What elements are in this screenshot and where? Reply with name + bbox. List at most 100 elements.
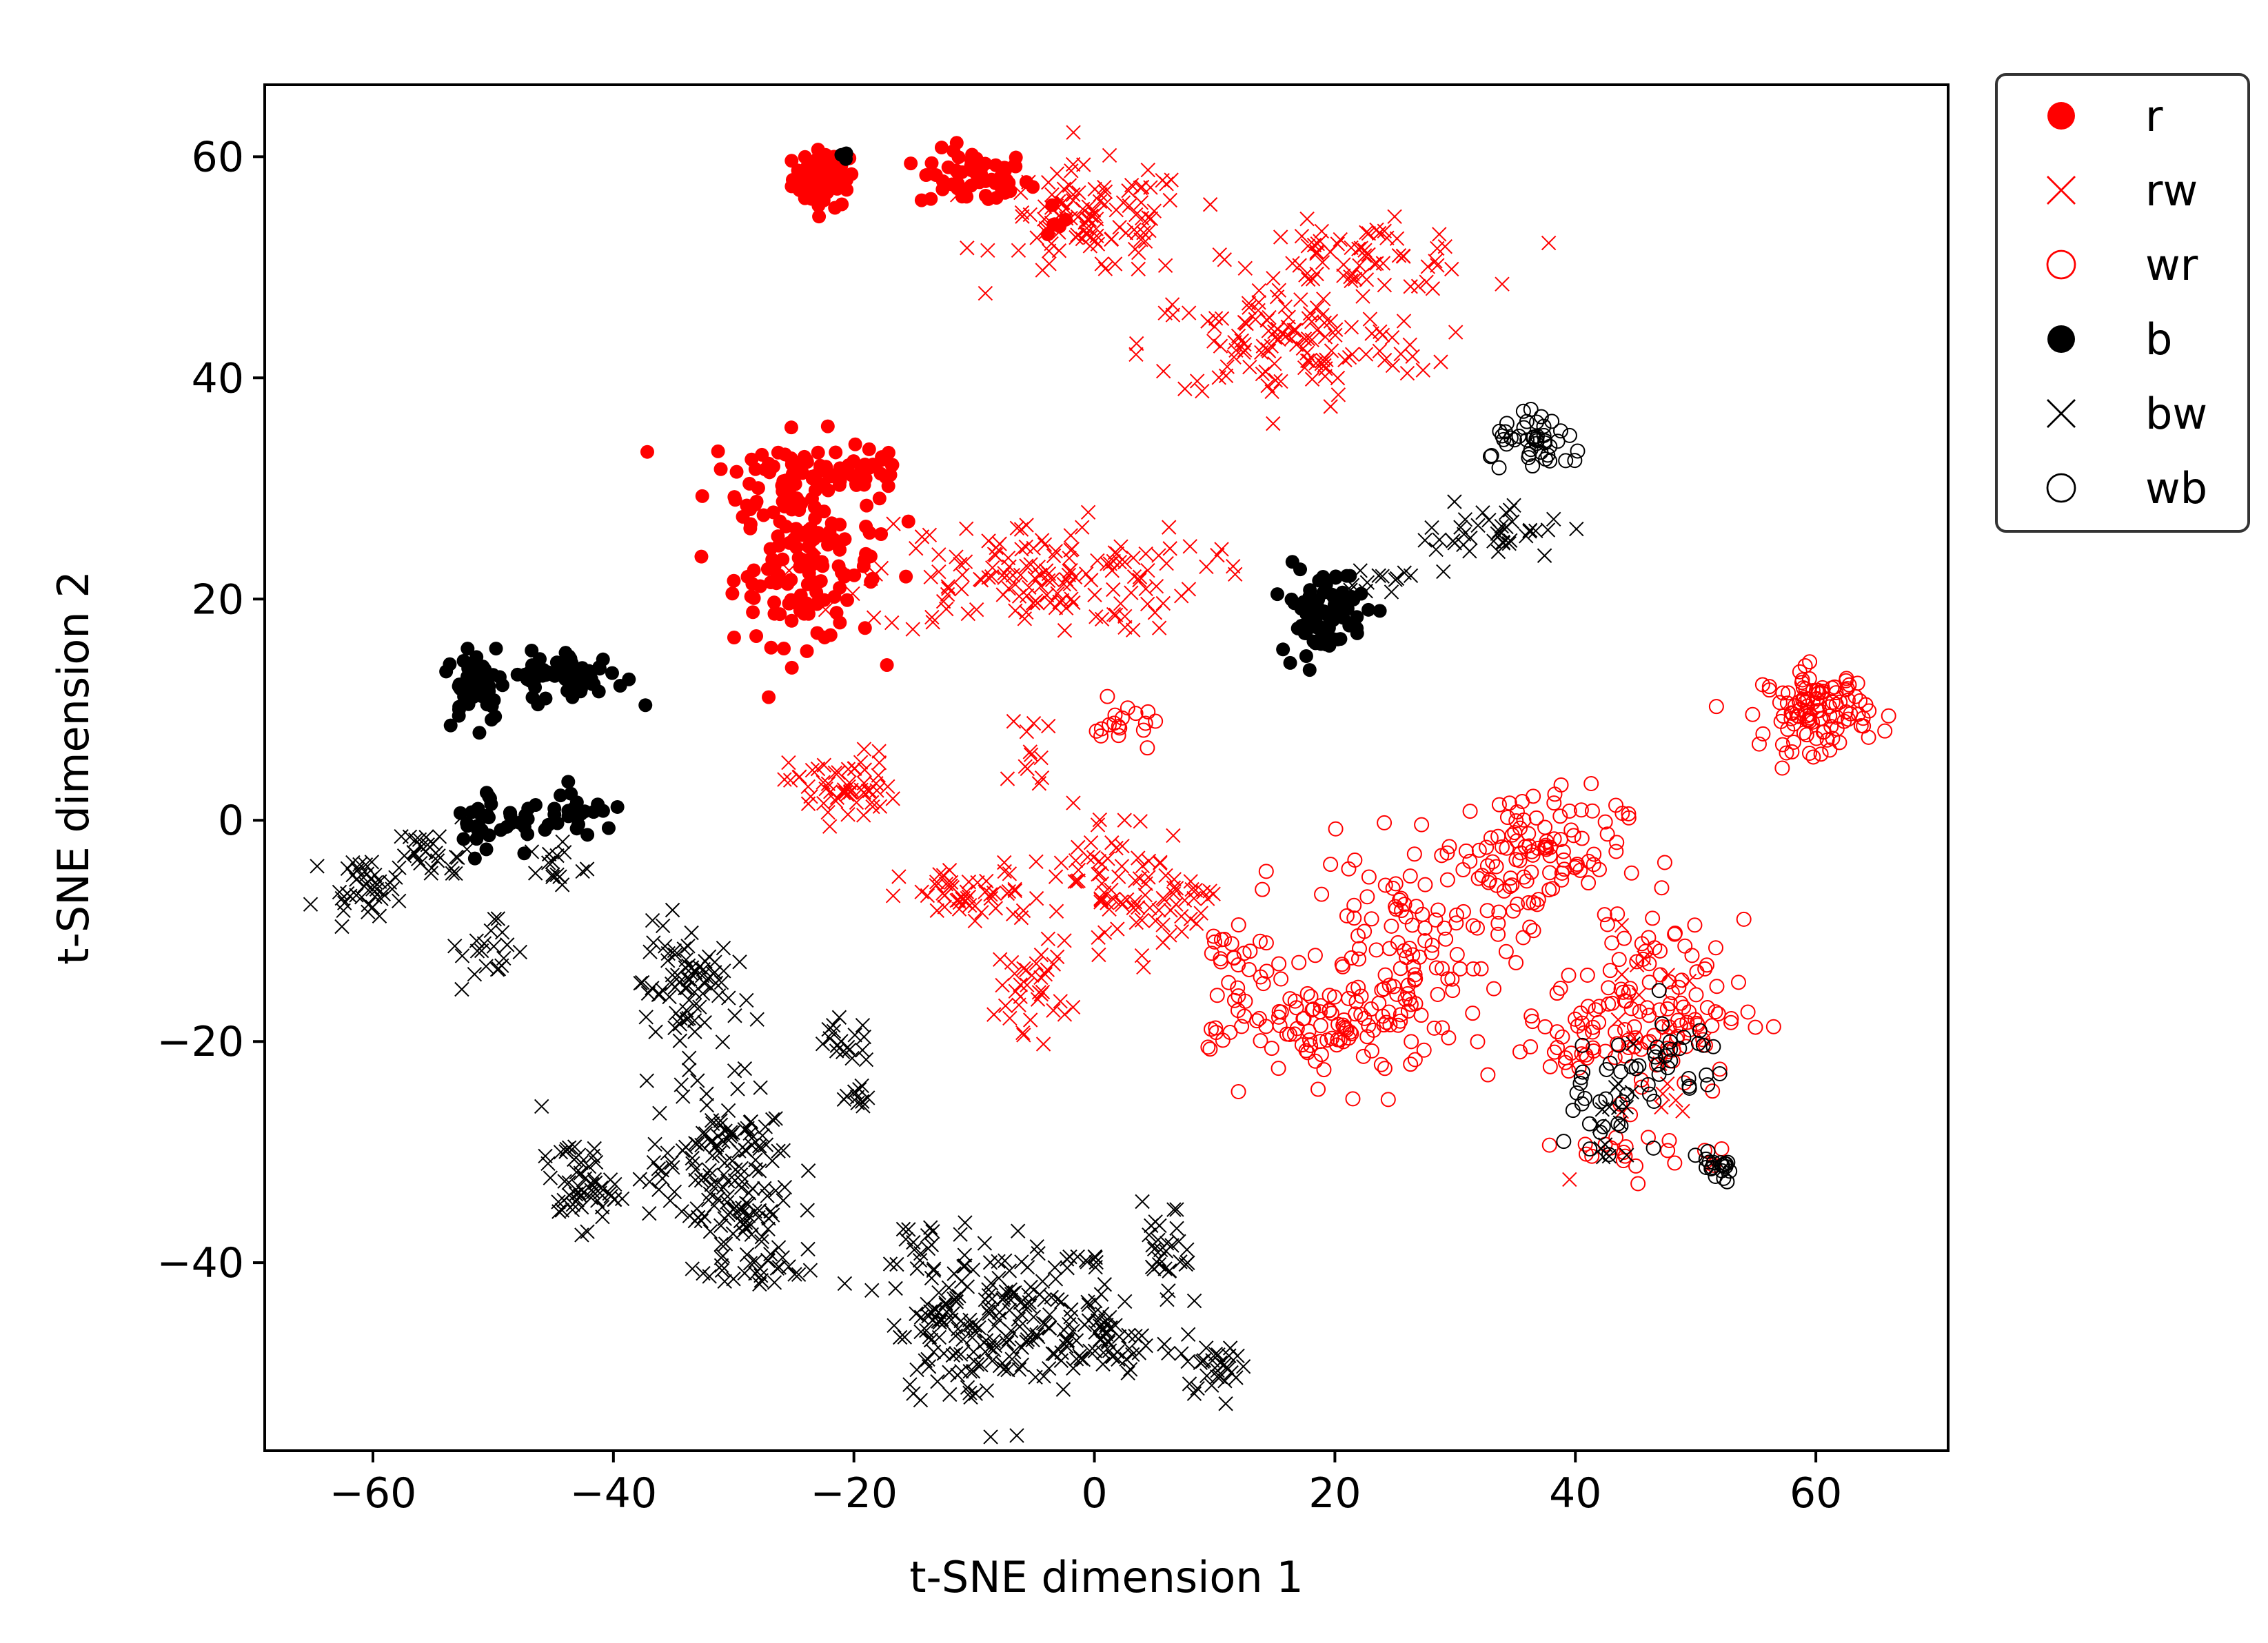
data-point <box>953 1347 969 1362</box>
data-point <box>1328 327 1343 343</box>
data-point <box>840 807 855 822</box>
data-point <box>1396 314 1412 329</box>
data-point <box>1712 1061 1728 1077</box>
y-tick-label: 20 <box>192 575 244 624</box>
data-point <box>1654 880 1670 896</box>
data-point <box>587 1141 602 1156</box>
data-point <box>1537 548 1552 563</box>
data-point <box>951 892 966 908</box>
data-point <box>385 881 400 897</box>
data-point <box>1384 584 1399 600</box>
data-point <box>936 1316 951 1331</box>
data-point <box>1473 961 1489 977</box>
data-point <box>1540 522 1556 538</box>
data-point <box>554 877 570 892</box>
data-point <box>1377 223 1392 238</box>
data-point <box>1108 607 1124 623</box>
data-point <box>1499 810 1515 826</box>
data-point <box>821 167 836 182</box>
data-point <box>1295 1011 1311 1027</box>
data-point <box>560 672 574 686</box>
data-point <box>880 657 894 672</box>
data-point <box>1567 859 1583 875</box>
data-point <box>718 1236 733 1252</box>
data-point <box>1784 744 1800 759</box>
data-point <box>1555 844 1571 859</box>
data-point <box>731 1143 747 1159</box>
data-point <box>1126 900 1141 916</box>
data-point <box>1412 949 1428 965</box>
data-point <box>754 1234 769 1249</box>
data-point <box>1211 370 1226 385</box>
data-point <box>1627 1039 1643 1054</box>
data-point <box>1615 984 1631 1000</box>
data-point <box>1066 1360 1081 1376</box>
data-point <box>1486 533 1501 549</box>
data-point <box>983 1276 999 1291</box>
data-point <box>1357 923 1373 939</box>
data-point <box>392 893 407 909</box>
data-point <box>1526 923 1541 939</box>
data-point <box>467 966 483 982</box>
data-point <box>1814 680 1830 695</box>
data-point <box>1573 802 1589 818</box>
data-point <box>685 1150 700 1166</box>
data-point <box>574 682 588 696</box>
data-point <box>1113 539 1128 554</box>
data-point <box>743 1217 759 1233</box>
data-point <box>902 1377 918 1392</box>
data-point <box>1128 873 1143 888</box>
data-point <box>1840 692 1856 708</box>
data-point <box>1299 986 1315 1001</box>
data-point <box>967 913 983 928</box>
data-point <box>929 168 943 183</box>
data-point <box>349 888 364 903</box>
data-point <box>837 1276 853 1292</box>
data-point <box>1038 221 1054 236</box>
data-point <box>1137 715 1153 731</box>
data-point <box>803 789 818 804</box>
data-point <box>1346 910 1362 926</box>
data-point <box>1401 941 1417 957</box>
data-point <box>1131 261 1146 277</box>
data-point <box>1253 1033 1268 1049</box>
data-point <box>1314 356 1330 371</box>
data-point <box>1391 248 1407 263</box>
data-point <box>1029 1327 1044 1343</box>
data-point <box>1013 977 1028 992</box>
data-point <box>1761 679 1777 695</box>
data-point <box>1128 347 1144 363</box>
data-point <box>1569 1085 1585 1101</box>
data-point <box>675 1143 691 1159</box>
data-point <box>1364 1043 1379 1059</box>
data-point <box>800 1241 816 1257</box>
data-point <box>1227 335 1242 350</box>
data-point <box>1242 943 1258 959</box>
data-point <box>1158 1243 1174 1258</box>
data-point <box>642 1174 658 1190</box>
data-point <box>1808 731 1824 746</box>
data-point <box>1011 243 1026 258</box>
data-point <box>1570 443 1586 459</box>
data-point <box>1129 225 1145 241</box>
data-point <box>1361 1018 1377 1034</box>
data-point <box>1334 957 1350 972</box>
data-point <box>1035 984 1051 1000</box>
data-point <box>472 726 487 740</box>
data-point <box>965 1262 981 1278</box>
data-point <box>1046 957 1062 972</box>
data-point <box>1174 589 1189 604</box>
data-point <box>1471 842 1487 858</box>
legend-label: b <box>2145 314 2172 365</box>
data-point <box>1165 307 1181 323</box>
data-point <box>1069 874 1084 889</box>
data-point <box>1101 1335 1116 1350</box>
data-point <box>1546 831 1562 847</box>
data-point <box>1040 931 1056 946</box>
data-point <box>978 285 993 301</box>
data-point <box>1599 826 1615 842</box>
data-point <box>1397 897 1413 912</box>
data-point <box>681 1062 697 1078</box>
data-point <box>919 168 933 183</box>
data-point <box>1044 200 1060 215</box>
